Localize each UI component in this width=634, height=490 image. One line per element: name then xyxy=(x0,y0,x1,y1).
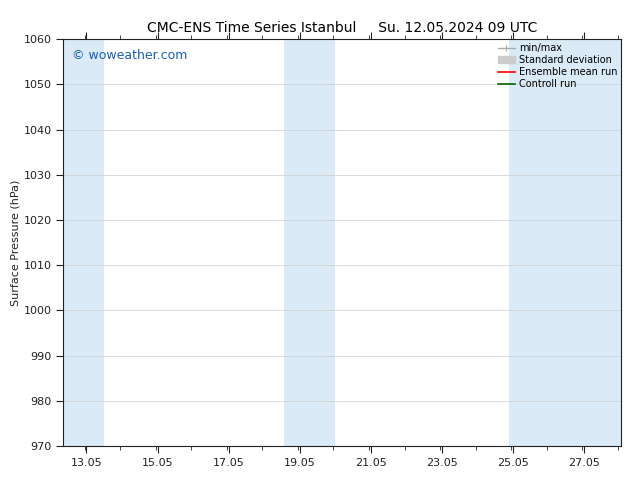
Bar xyxy=(284,39,335,446)
Bar xyxy=(63,39,104,446)
Y-axis label: Surface Pressure (hPa): Surface Pressure (hPa) xyxy=(11,179,21,306)
Bar xyxy=(509,39,621,446)
Title: CMC-ENS Time Series Istanbul     Su. 12.05.2024 09 UTC: CMC-ENS Time Series Istanbul Su. 12.05.2… xyxy=(147,21,538,35)
Text: © woweather.com: © woweather.com xyxy=(72,49,187,62)
Legend: min/max, Standard deviation, Ensemble mean run, Controll run: min/max, Standard deviation, Ensemble me… xyxy=(496,41,619,91)
